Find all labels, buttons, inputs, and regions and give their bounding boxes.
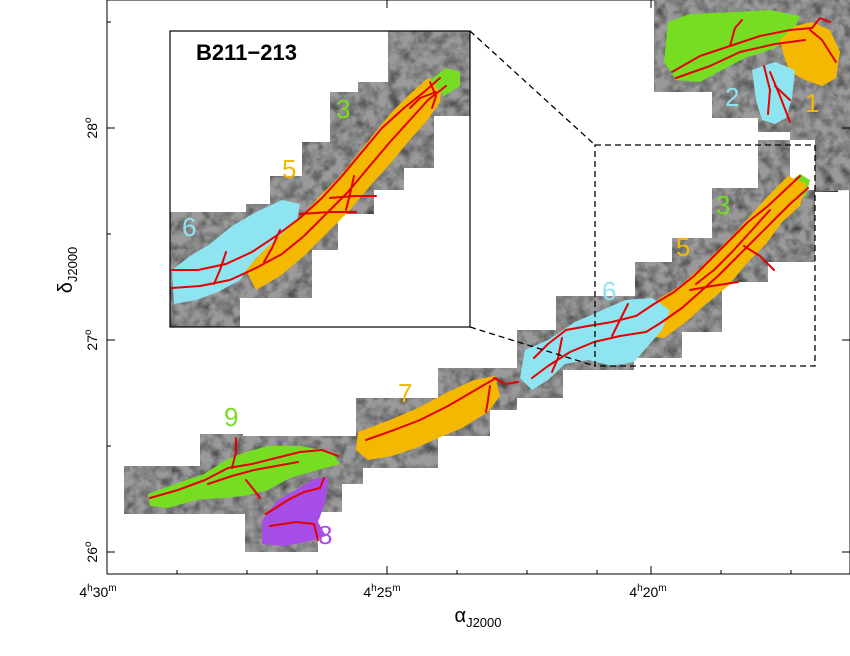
region-label-6: 6 — [602, 276, 616, 306]
inset-region-label-6: 6 — [182, 212, 196, 242]
x-axis — [106, 0, 792, 574]
main-map: 1 2 3 4 5 6 7 8 9 — [124, 0, 850, 552]
inset-panel: B211−213 3 5 6 — [169, 30, 471, 328]
y-tick-label: 27o — [83, 329, 100, 351]
region-label-1: 1 — [805, 88, 819, 118]
inset-connector-bottom — [469, 326, 596, 367]
region-8-area — [262, 478, 328, 546]
x-axis-title: αJ2000 — [455, 605, 502, 630]
zoom-region-box — [594, 144, 816, 367]
region-label-3: 3 — [716, 190, 730, 220]
inset-region-label-5: 5 — [282, 154, 296, 184]
x-tick-label: 4h30m — [79, 583, 116, 600]
region-label-4: 4 — [668, 22, 682, 52]
inset-filament-skeletons — [171, 77, 447, 289]
y-axis — [107, 21, 850, 553]
region-label-2: 2 — [725, 82, 739, 112]
filament-skeletons — [149, 17, 837, 541]
inset-connector-top — [469, 30, 596, 146]
inset-region-6-area — [172, 200, 300, 304]
y-tick-label: 28o — [83, 117, 100, 139]
region-label-9: 9 — [224, 402, 238, 432]
region-label-8: 8 — [318, 520, 332, 550]
y-tick-label: 26o — [83, 541, 100, 563]
region-9-area — [148, 446, 340, 508]
y-axis-title: δJ2000 — [55, 247, 80, 294]
region-label-5: 5 — [676, 232, 690, 262]
x-tick-label: 4h25m — [363, 583, 400, 600]
inset-title: B211−213 — [196, 40, 297, 65]
inset-region-5-area — [246, 78, 442, 290]
inset-region-label-3: 3 — [336, 94, 350, 124]
region-label-7: 7 — [398, 378, 412, 408]
x-tick-label: 4h20m — [629, 583, 666, 600]
inset-region-3-area — [430, 68, 460, 96]
